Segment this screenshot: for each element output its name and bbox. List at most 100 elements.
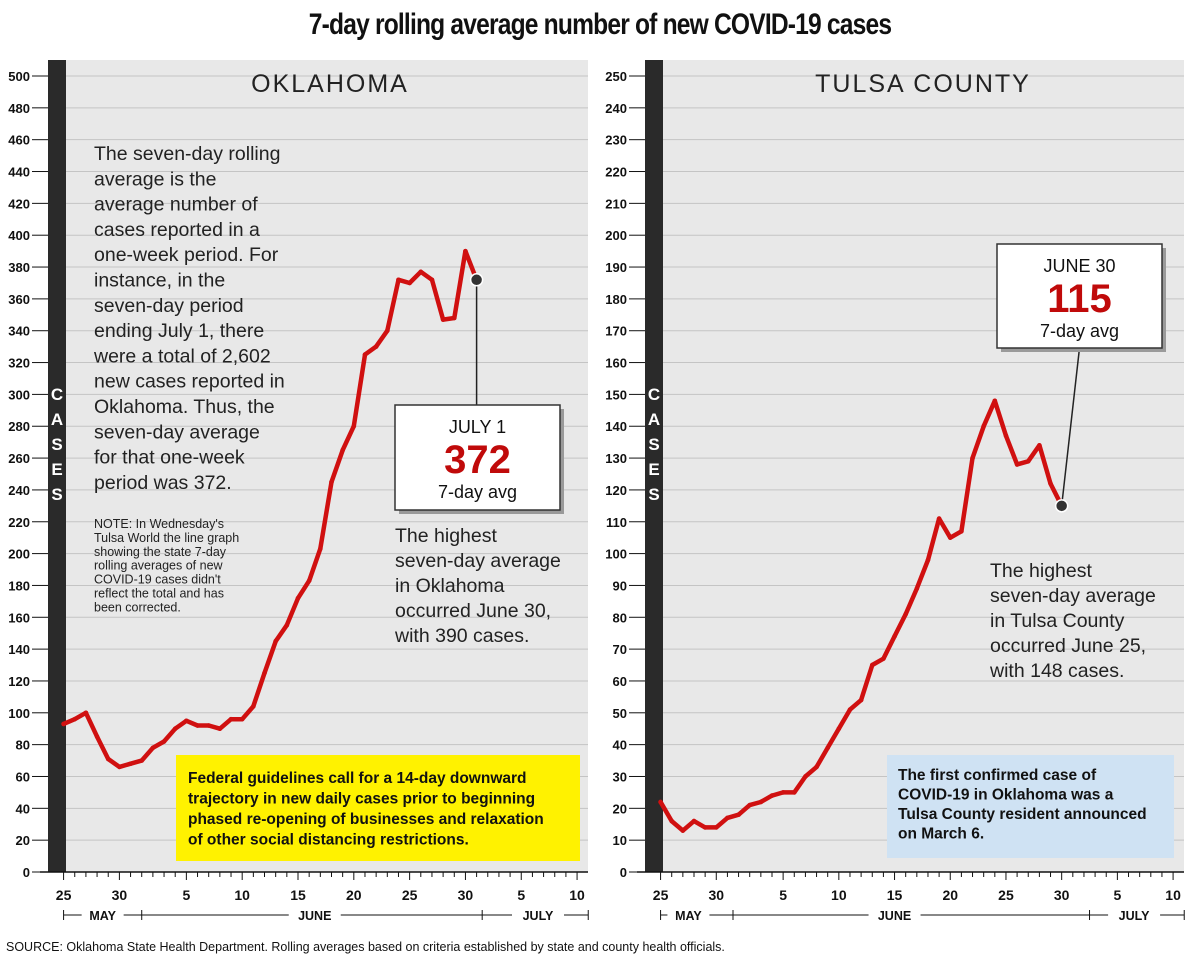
y-axis-label-letter: A (648, 410, 660, 429)
data-point (1025, 458, 1031, 464)
data-point (747, 802, 753, 808)
data-point (295, 595, 301, 601)
data-point (691, 818, 697, 824)
data-point (195, 723, 200, 728)
y-tick-label: 140 (8, 642, 30, 657)
callout-date: JUNE 30 (1043, 256, 1115, 276)
data-point (407, 280, 412, 286)
data-point (418, 269, 424, 275)
data-point (903, 611, 908, 617)
y-tick-label: 120 (8, 674, 30, 689)
data-point (61, 721, 66, 727)
callout-box (996, 243, 1163, 349)
y-tick-label: 10 (613, 833, 627, 848)
y-axis-label-letter: C (648, 385, 660, 404)
data-point (803, 774, 808, 779)
peak-note-line: occurred June 30, (395, 600, 551, 622)
data-point (463, 248, 468, 254)
y-tick-label: 40 (613, 738, 627, 753)
data-point (892, 634, 897, 639)
y-tick-label: 60 (16, 769, 30, 784)
info-box-line: The first confirmed case of (898, 767, 1097, 784)
chart-main-title: 7-day rolling average number of new COVI… (308, 8, 892, 41)
data-point (217, 726, 223, 732)
data-point (385, 328, 390, 334)
data-point (318, 546, 323, 552)
callout-marker (469, 273, 484, 287)
data-point (847, 707, 853, 712)
data-point (758, 799, 764, 805)
peak-note-line: The highest (395, 525, 497, 547)
y-tick-label: 340 (8, 324, 30, 339)
panel-title: OKLAHOMA (251, 70, 409, 98)
info-box-line: trajectory in new daily cases prior to b… (188, 791, 535, 808)
callout-label: 7-day avg (438, 482, 517, 502)
y-tick-label: 260 (8, 451, 30, 466)
data-point (429, 277, 435, 283)
y-tick-label: 100 (605, 547, 627, 562)
data-point (440, 317, 446, 322)
data-point (228, 716, 234, 722)
callout-marker (1054, 499, 1069, 513)
data-point (981, 423, 986, 429)
y-tick-label: 180 (605, 292, 627, 307)
explanation-line: seven-day period (94, 295, 244, 317)
y-tick-label: 170 (605, 324, 627, 339)
data-point (329, 479, 334, 485)
y-axis-label-letter: S (51, 485, 62, 504)
plot-area (48, 60, 588, 872)
explanation-line: average is the (94, 168, 217, 190)
data-point (373, 344, 379, 349)
data-point (1059, 503, 1064, 509)
y-tick-label: 160 (605, 356, 627, 371)
x-tick-label: 20 (942, 887, 958, 903)
explanation-line: one-week period. For (94, 244, 279, 266)
y-tick-label: 0 (23, 865, 30, 880)
y-axis-label-letter: S (648, 485, 659, 504)
peak-note-line: in Tulsa County (990, 610, 1125, 632)
plot-area (645, 60, 1184, 872)
x-tick-label: 30 (112, 887, 128, 903)
x-tick-label: 5 (182, 887, 190, 903)
info-box-line: on March 6. (898, 826, 984, 843)
y-tick-label: 20 (16, 833, 30, 848)
peak-note-line: The highest (990, 560, 1092, 582)
data-point (869, 662, 875, 668)
x-tick-label: 15 (290, 887, 306, 903)
explanation-line: Oklahoma. Thus, the (94, 396, 275, 418)
data-point (474, 277, 479, 283)
peak-note-line: in Oklahoma (395, 575, 505, 597)
month-label: JUNE (878, 909, 911, 923)
x-tick-label: 25 (653, 887, 669, 903)
data-point (161, 739, 167, 744)
explanation-line: were a total of 2,602 (93, 345, 271, 367)
y-tick-label: 480 (8, 101, 30, 116)
y-tick-label: 460 (8, 133, 30, 148)
info-box-line: Tulsa County resident announced (898, 806, 1147, 823)
data-point (1003, 433, 1009, 439)
data-point (184, 718, 189, 724)
explanation-line: new cases reported in (94, 371, 285, 393)
data-point (1048, 481, 1053, 486)
x-tick-label: 25 (402, 887, 418, 903)
callout-date: JULY 1 (449, 417, 506, 437)
explanation-line: The seven-day rolling (94, 143, 280, 165)
y-tick-label: 30 (613, 769, 627, 784)
data-point (1014, 462, 1020, 467)
callout-value: 372 (444, 438, 511, 482)
source-note: SOURCE: Oklahoma State Health Department… (6, 940, 725, 954)
x-tick-label: 5 (1113, 887, 1121, 903)
explanation-line: instance, in the (94, 270, 225, 292)
data-point (669, 818, 675, 824)
x-tick-label: 25 (998, 887, 1014, 903)
series-line (61, 248, 479, 770)
y-tick-label: 240 (8, 483, 30, 498)
data-point (340, 447, 345, 453)
explanation-line: cases reported in a (94, 219, 260, 241)
data-point (725, 815, 730, 821)
y-tick-label: 120 (605, 483, 627, 498)
peak-note-line: with 148 cases. (989, 660, 1124, 682)
data-point (239, 716, 245, 722)
tulsa-county-chart: 0 10 20 30 40 50 60 70 80 90 100 110 120 130 140 150 160… (605, 60, 1185, 923)
